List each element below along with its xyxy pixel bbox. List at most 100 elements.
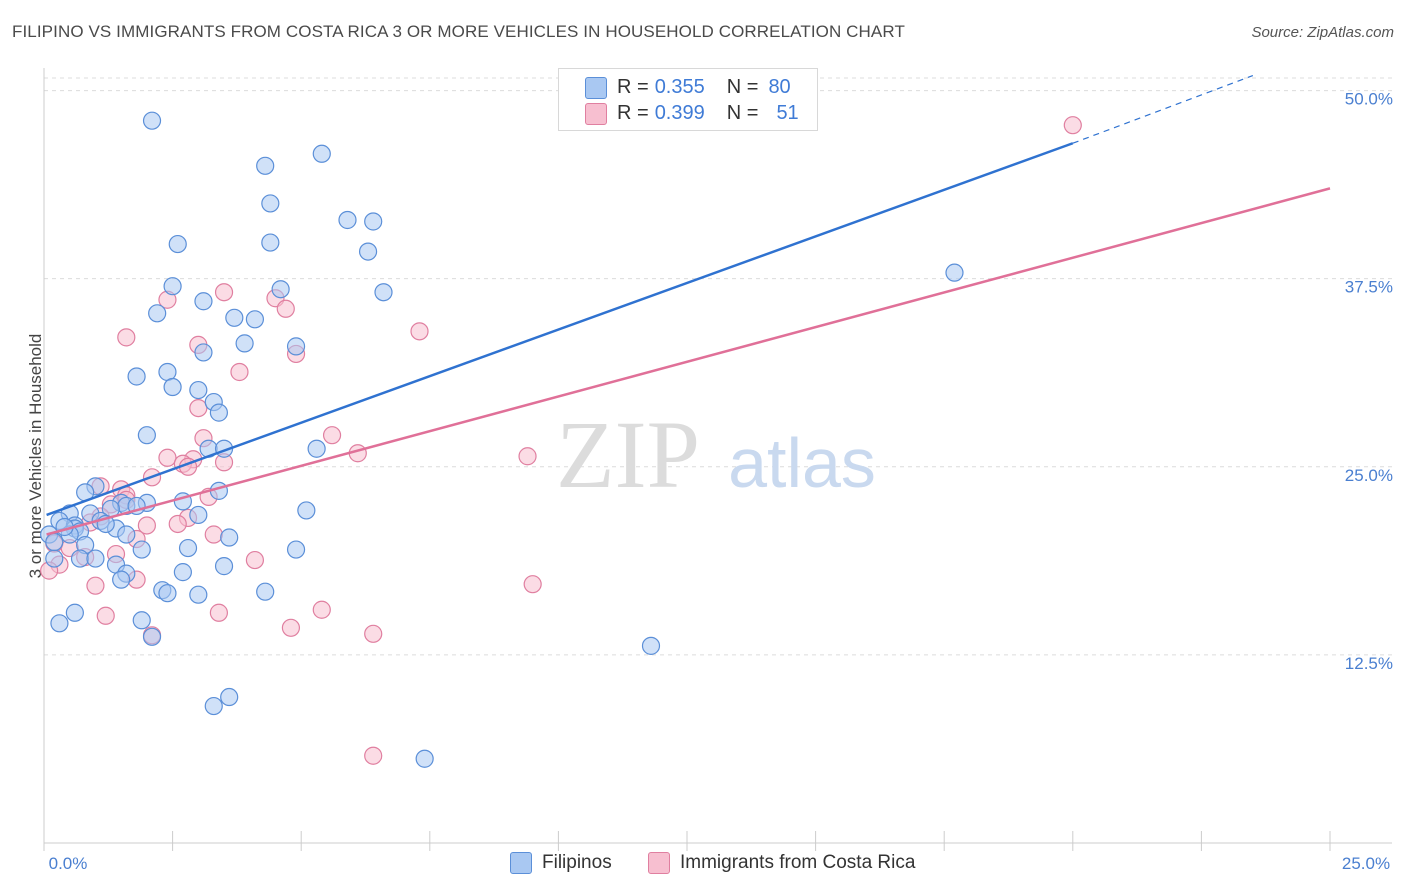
costa-rica-point <box>364 746 383 765</box>
filipino-point <box>286 540 306 559</box>
filipino-point <box>173 563 192 582</box>
costa-rica-point <box>137 516 156 535</box>
filipino-point <box>220 528 239 547</box>
costa-rica-point <box>96 606 115 625</box>
filipino-point <box>168 234 187 254</box>
filipino-point <box>374 283 393 302</box>
y-tick-label: 12.5% <box>1345 654 1393 673</box>
legend-item-costa-rica[interactable]: Immigrants from Costa Rica <box>648 852 915 874</box>
trend-lines <box>46 74 1331 536</box>
watermark-atlas: atlas <box>728 424 876 502</box>
legend-n-value: 51 <box>776 101 799 124</box>
filipino-point <box>158 362 177 382</box>
costa-rica-point <box>204 525 223 544</box>
costa-rica-point <box>168 514 187 534</box>
filipino-point <box>163 277 182 296</box>
filipino-point <box>137 426 156 445</box>
filipino-point <box>132 540 151 559</box>
filipino-point <box>189 380 208 400</box>
costa-rica-point <box>364 624 383 643</box>
filipino-point <box>312 144 331 163</box>
filipino-point <box>641 636 661 655</box>
costa-rica-point <box>117 328 136 347</box>
y-tick-label: 37.5% <box>1345 278 1393 297</box>
filipino-point <box>204 696 223 716</box>
filipino-point <box>214 557 234 576</box>
costa-rica-point <box>281 618 301 637</box>
filipino-point <box>163 377 182 397</box>
filipino-point <box>194 292 213 311</box>
filipino-point <box>245 310 265 329</box>
legend-label-filipinos: Filipinos <box>542 852 612 873</box>
legend-item-filipinos[interactable]: Filipinos <box>510 852 612 874</box>
filipino-point <box>117 525 136 544</box>
legend-row-costa-rica: R = 0.399 N = 51 <box>585 101 799 125</box>
legend-n-value: 80 <box>768 75 791 98</box>
watermark-zip: ZIP <box>556 401 700 508</box>
y-tick-label: 50.0% <box>1345 90 1393 109</box>
y-tick-label: 25.0% <box>1345 466 1393 485</box>
costa-rica-point <box>276 299 295 318</box>
filipino-point <box>70 549 90 568</box>
costa-rica-point <box>312 600 331 619</box>
filipino-point <box>945 263 964 282</box>
costa-rica-point <box>523 575 542 594</box>
filipino-point <box>286 337 306 356</box>
filipino-point <box>148 304 167 323</box>
costa-rica-point <box>410 322 429 341</box>
filipino-point <box>364 212 383 231</box>
legend-r-label: R = <box>617 101 649 124</box>
filipino-point <box>271 280 290 299</box>
costa-rica-point <box>1063 116 1082 135</box>
filipino-point <box>261 233 280 252</box>
costa-rica-point <box>245 550 265 570</box>
legend-n-label: N = <box>726 75 759 98</box>
source-credit: Source: ZipAtlas.com <box>1251 24 1394 41</box>
filipino-point <box>194 343 213 362</box>
filipino-point <box>142 627 162 646</box>
costa-rica-point <box>158 448 177 467</box>
x-tick-label: 25.0% <box>1342 854 1390 873</box>
filipino-point <box>297 501 316 520</box>
filipino-point <box>220 687 239 707</box>
costa-rica-point <box>189 398 208 418</box>
legend-r-value: 0.355 <box>654 75 705 98</box>
filipino-point <box>112 570 131 589</box>
legend-swatch-pink <box>648 852 670 874</box>
costa-rica-point <box>518 447 537 466</box>
filipino-points <box>40 111 964 768</box>
costa-rica-trend-line <box>46 187 1331 536</box>
filipino-point <box>338 210 357 230</box>
legend-row-filipinos: R = 0.355 N = 80 <box>585 75 791 99</box>
filipino-point <box>65 603 84 622</box>
filipino-point <box>45 532 64 552</box>
filipino-point <box>45 549 64 568</box>
filipino-point <box>307 439 326 458</box>
filipino-point <box>132 611 151 630</box>
costa-rica-point <box>230 362 249 382</box>
filipino-point <box>50 614 69 633</box>
legend-r-value: 0.399 <box>654 101 705 124</box>
tick-labels: 12.5% 25.0% 37.5% 50.0% 0.0% 25.0% <box>49 90 1393 873</box>
filipino-point <box>209 403 228 422</box>
legend-swatch-pink <box>585 103 607 125</box>
filipino-point <box>256 156 275 175</box>
filipino-point <box>189 505 208 525</box>
filipino-point <box>158 584 177 603</box>
x-tick-label: 0.0% <box>49 854 88 873</box>
chart-title: FILIPINO VS IMMIGRANTS FROM COSTA RICA 3… <box>12 22 905 41</box>
filipino-point <box>189 585 208 604</box>
series-legend: Filipinos Immigrants from Costa Rica <box>0 852 1406 878</box>
filipinos-trend-extension <box>1072 74 1254 144</box>
legend-swatch-blue <box>510 852 532 874</box>
filipino-point <box>358 242 378 261</box>
filipino-point <box>127 367 146 386</box>
filipino-point <box>261 194 280 213</box>
legend-r-label: R = <box>617 75 649 98</box>
costa-rica-point <box>214 283 234 302</box>
filipino-point <box>235 334 254 353</box>
filipinos-trend-line <box>46 142 1074 517</box>
filipino-point <box>178 538 198 558</box>
filipino-point <box>142 111 162 130</box>
